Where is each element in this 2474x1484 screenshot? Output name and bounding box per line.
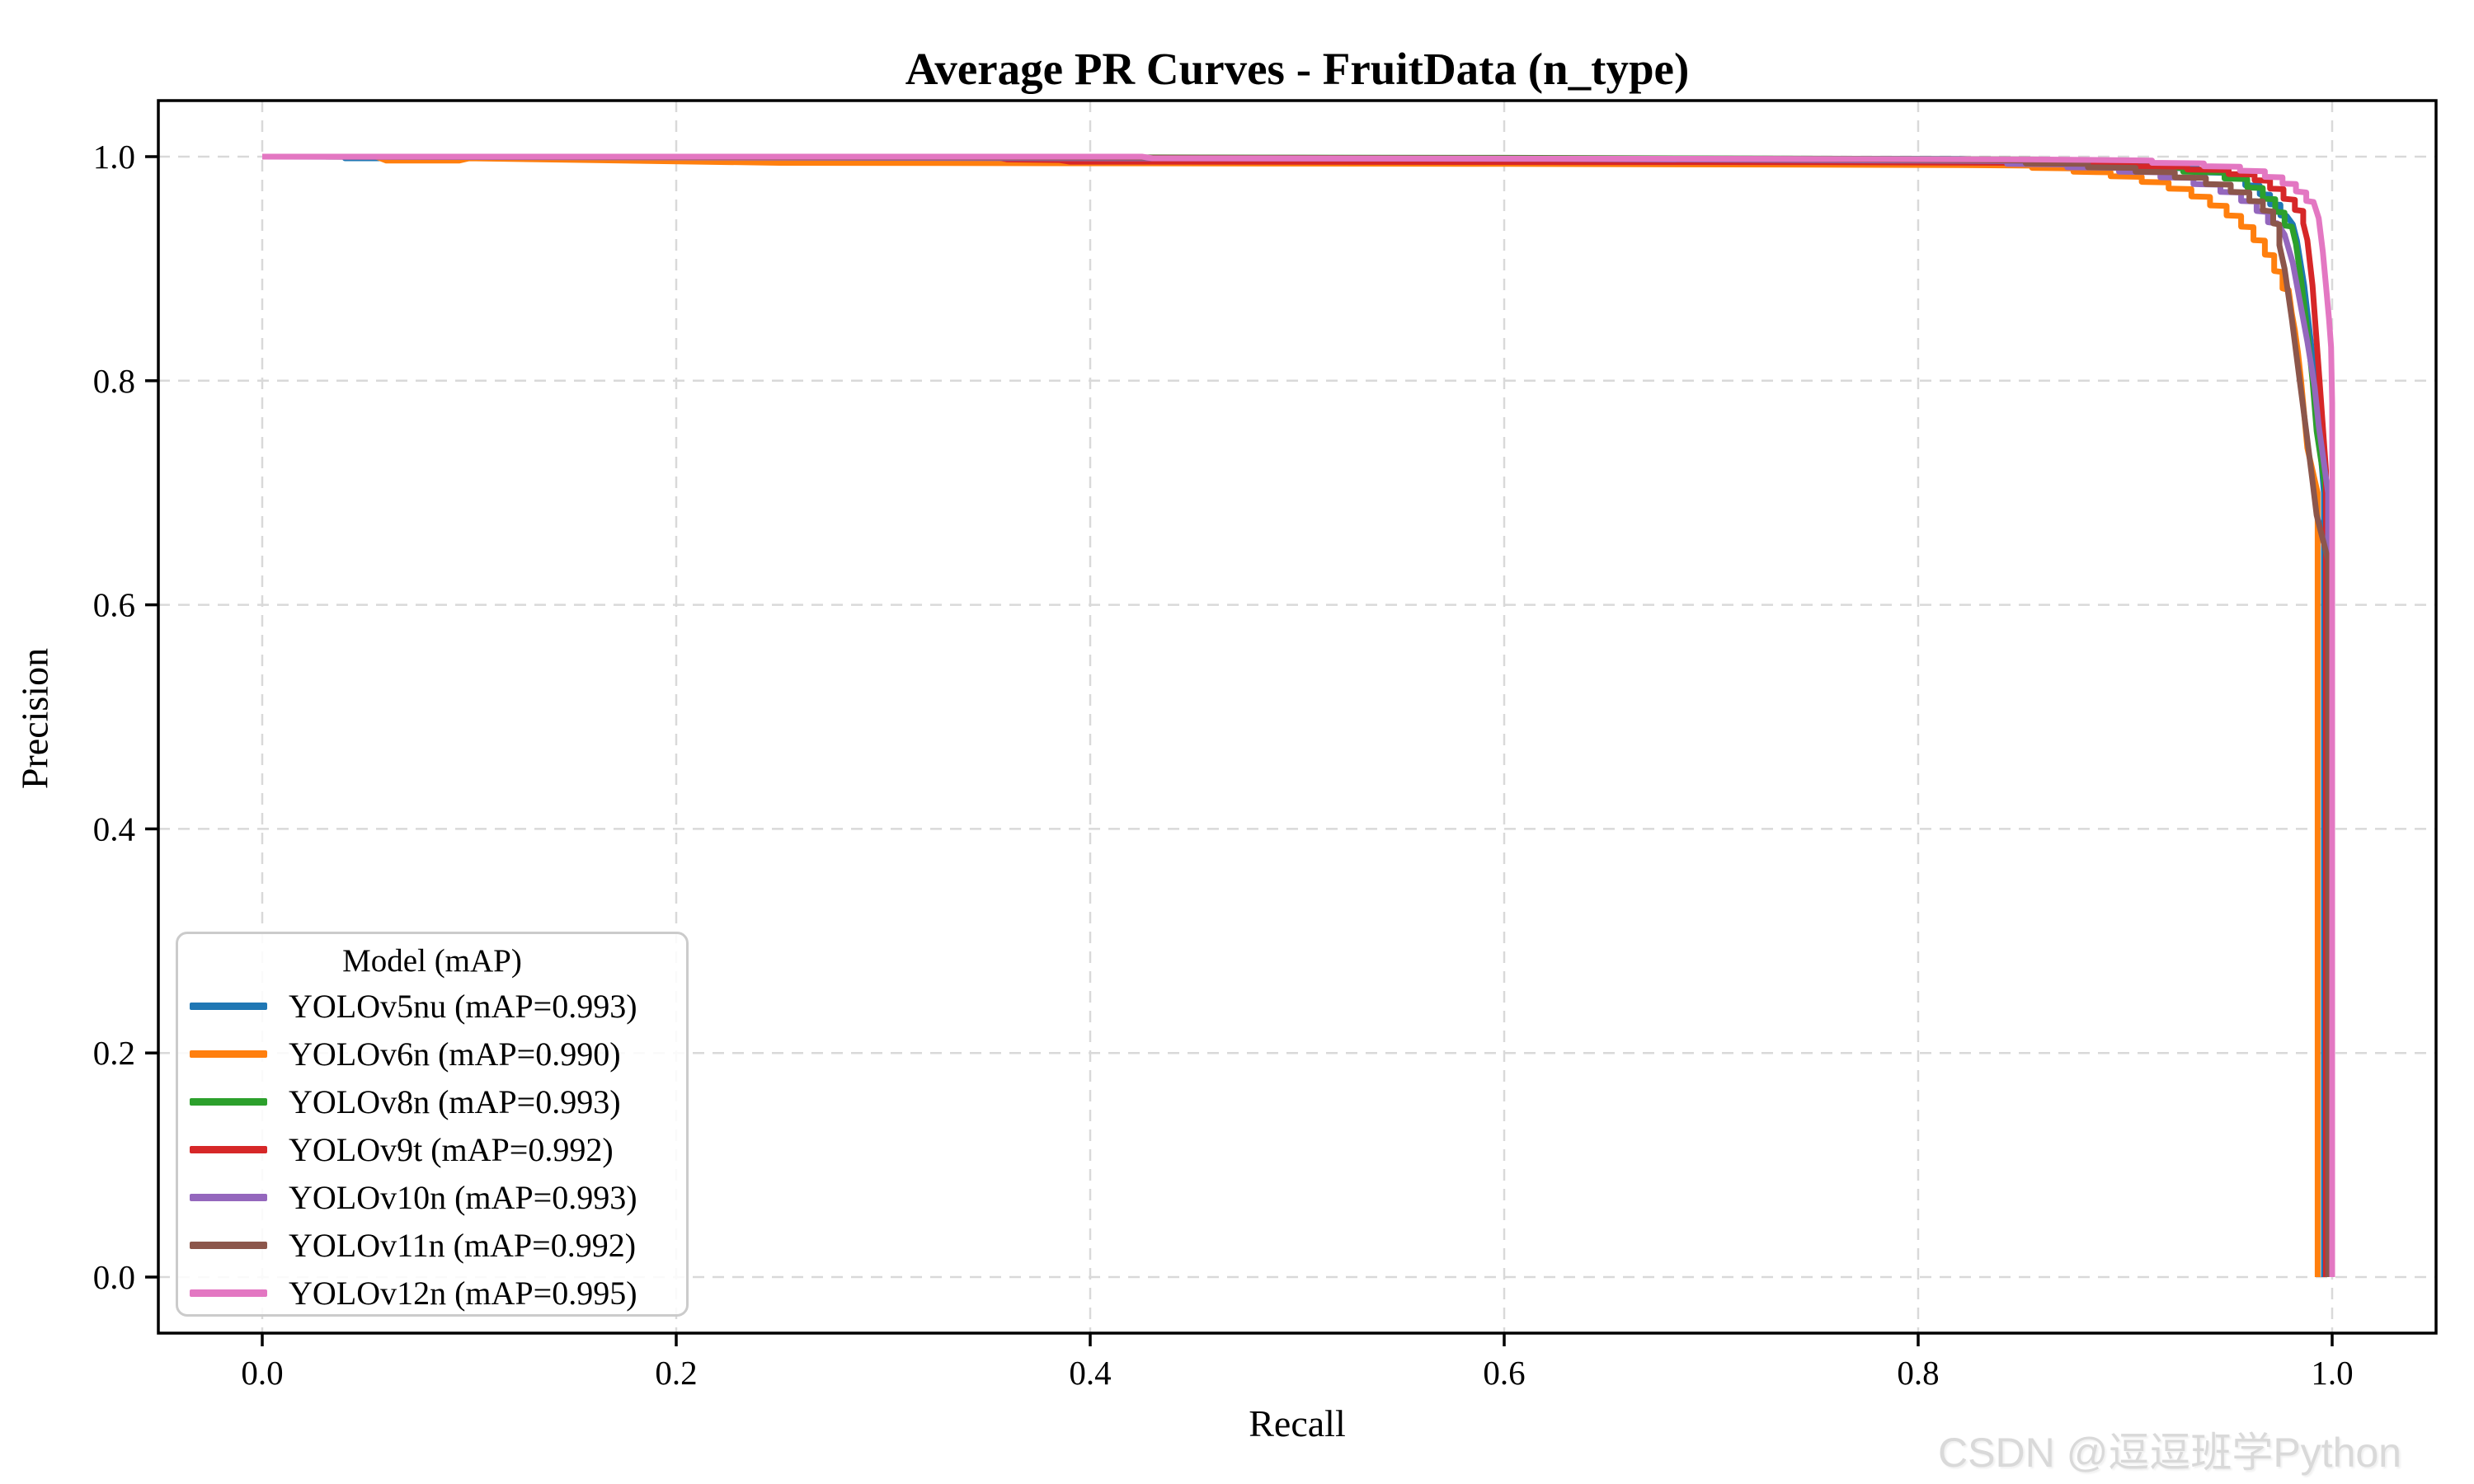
y-tick-label: 1.0 xyxy=(93,138,135,176)
y-tick-label: 0.0 xyxy=(93,1258,135,1296)
x-tick-label: 0.4 xyxy=(1069,1354,1111,1392)
x-tick-label: 0.6 xyxy=(1483,1354,1525,1392)
legend-item-yolov10n: YOLOv10n (mAP=0.993) xyxy=(178,1173,686,1221)
x-axis-label: Recall xyxy=(1249,1402,1346,1444)
legend-item-yolov6n: YOLOv6n (mAP=0.990) xyxy=(178,1030,686,1078)
legend-swatch-yolov11n xyxy=(190,1241,267,1249)
legend-swatch-yolov5nu xyxy=(190,1002,267,1010)
watermark: CSDN @逗逗班学Python xyxy=(1938,1430,2401,1476)
y-tick-label: 0.6 xyxy=(93,586,135,624)
legend-swatch-yolov10n xyxy=(190,1193,267,1201)
x-tick-label: 0.0 xyxy=(241,1354,283,1392)
legend-item-yolov9t: YOLOv9t (mAP=0.992) xyxy=(178,1125,686,1173)
x-tick-label: 0.2 xyxy=(655,1354,697,1392)
legend-label: YOLOv9t (mAP=0.992) xyxy=(289,1130,614,1168)
plot-border xyxy=(157,99,2438,1335)
legend-swatch-yolov8n xyxy=(190,1097,267,1106)
y-tick-label: 0.4 xyxy=(93,810,135,848)
pr-curve-yolov12n xyxy=(262,153,2335,1277)
legend-label: YOLOv8n (mAP=0.993) xyxy=(289,1082,621,1120)
x-tick-label: 1.0 xyxy=(2311,1354,2353,1392)
y-axis-label: Precision xyxy=(13,647,56,790)
legend-swatch-yolov12n xyxy=(190,1289,267,1297)
x-tick-label: 0.8 xyxy=(1897,1354,1939,1392)
legend-label: YOLOv6n (mAP=0.990) xyxy=(289,1035,621,1073)
legend-item-yolov11n: YOLOv11n (mAP=0.992) xyxy=(178,1221,686,1269)
chart-title: Average PR Curves - FruitData (n_type) xyxy=(905,44,1690,94)
y-tick-label: 0.8 xyxy=(93,362,135,400)
legend-label: YOLOv5nu (mAP=0.993) xyxy=(289,987,637,1025)
y-tick-label: 0.2 xyxy=(93,1034,135,1072)
legend-item-yolov5nu: YOLOv5nu (mAP=0.993) xyxy=(178,982,686,1030)
legend-item-yolov8n: YOLOv8n (mAP=0.993) xyxy=(178,1078,686,1125)
legend-label: YOLOv12n (mAP=0.995) xyxy=(289,1274,637,1312)
pr-curve-yolov10n xyxy=(261,153,2331,1277)
legend-title: Model (mAP) xyxy=(342,943,522,979)
legend-swatch-yolov9t xyxy=(190,1145,267,1153)
legend-swatch-yolov6n xyxy=(190,1050,267,1058)
legend-item-yolov12n: YOLOv12n (mAP=0.995) xyxy=(178,1269,686,1317)
legend-box: Model (mAP) YOLOv5nu (mAP=0.993) YOLOv6n … xyxy=(176,932,689,1317)
legend-label: YOLOv11n (mAP=0.992) xyxy=(289,1226,637,1264)
legend-label: YOLOv10n (mAP=0.993) xyxy=(289,1178,637,1216)
